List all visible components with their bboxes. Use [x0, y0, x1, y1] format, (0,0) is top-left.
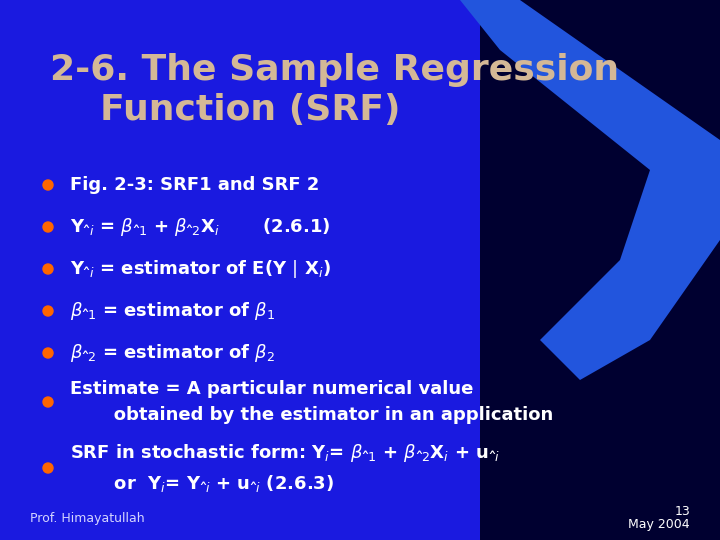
Circle shape [43, 222, 53, 232]
Circle shape [43, 306, 53, 316]
Text: Y$\hat{\ }$$_i$ = $\beta$$\hat{\ }$$_1$ + $\beta$$\hat{\ }$$_2$X$_i$       (2.6.: Y$\hat{\ }$$_i$ = $\beta$$\hat{\ }$$_1$ … [70, 216, 330, 238]
Text: Fig. 2-3: SRF1 and SRF 2: Fig. 2-3: SRF1 and SRF 2 [70, 176, 320, 194]
Circle shape [43, 264, 53, 274]
Circle shape [43, 180, 53, 190]
Circle shape [43, 348, 53, 358]
PathPatch shape [460, 0, 720, 380]
Text: $\beta$$\hat{\ }$$_1$ = estimator of $\beta$$_1$: $\beta$$\hat{\ }$$_1$ = estimator of $\b… [70, 300, 275, 322]
Text: $\beta$$\hat{\ }$$_2$ = estimator of $\beta$$_2$: $\beta$$\hat{\ }$$_2$ = estimator of $\b… [70, 342, 275, 364]
Text: Function (SRF): Function (SRF) [100, 93, 400, 127]
Text: 13: 13 [674, 505, 690, 518]
Bar [400, 0, 720, 540]
Text: SRF in stochastic form: Y$_i$= $\beta$$\hat{\ }$$_1$ + $\beta$$\hat{\ }$$_2$X$_i: SRF in stochastic form: Y$_i$= $\beta$$\… [70, 442, 500, 494]
Text: Prof. Himayatullah: Prof. Himayatullah [30, 512, 145, 525]
Text: 2-6. The Sample Regression: 2-6. The Sample Regression [50, 53, 619, 87]
Circle shape [43, 397, 53, 407]
Text: Y$\hat{\ }$$_i$ = estimator of E(Y $|$ X$_i$): Y$\hat{\ }$$_i$ = estimator of E(Y $|$ X… [70, 258, 331, 280]
Circle shape [43, 463, 53, 473]
Text: May 2004: May 2004 [629, 518, 690, 531]
Text: Estimate = A particular numerical value
       obtained by the estimator in an a: Estimate = A particular numerical value … [70, 381, 553, 423]
Bar [0, 0, 480, 540]
